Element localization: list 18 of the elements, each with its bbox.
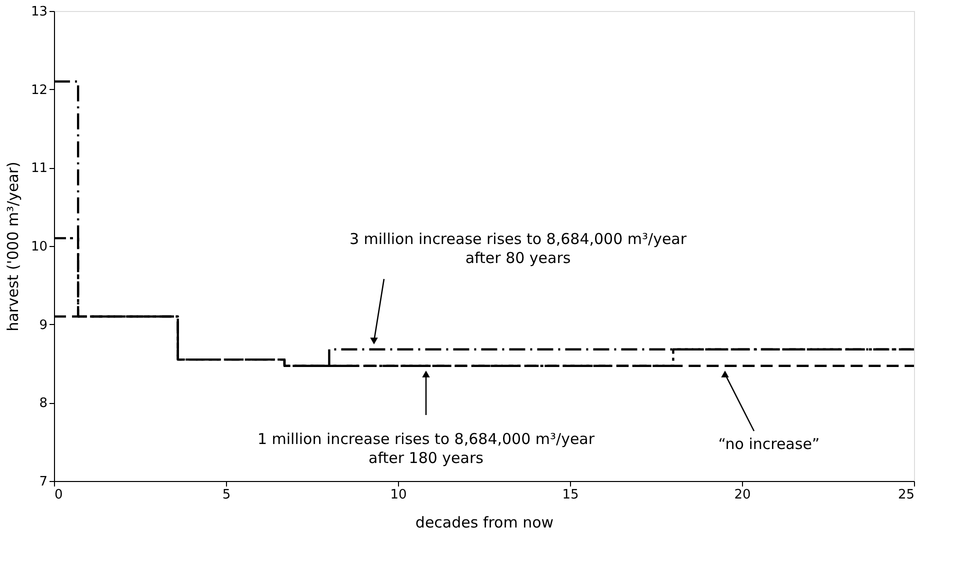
annotation: 1 million increase rises to 8,684,000 m³/year after 180 years [257,430,596,467]
y-tick-label: 11 [30,161,48,176]
x-tick-label: 20 [734,488,751,502]
y-tick-label: 12 [30,82,48,98]
y-tick-label: 13 [30,4,48,20]
x-tick-label: 15 [562,488,579,502]
x-tick-label: 0 [54,488,63,502]
annotation: “no increase” [718,435,820,453]
y-tick-label: 10 [30,240,48,254]
x-axis-title: decades from now [415,514,554,532]
x-tick-label: 25 [898,488,914,502]
annotation: 3 million increase rises to 8,684,000 m³/year after 80 years [349,230,688,267]
x-tick-label: 5 [222,488,231,502]
x-tick-label: 10 [390,488,407,502]
y-tick-label: 9 [39,318,48,333]
y-tick-label: 7 [39,474,48,490]
y-axis-title: harvest ('000 m³/year) [4,162,22,332]
y-tick-label: 8 [39,396,48,412]
